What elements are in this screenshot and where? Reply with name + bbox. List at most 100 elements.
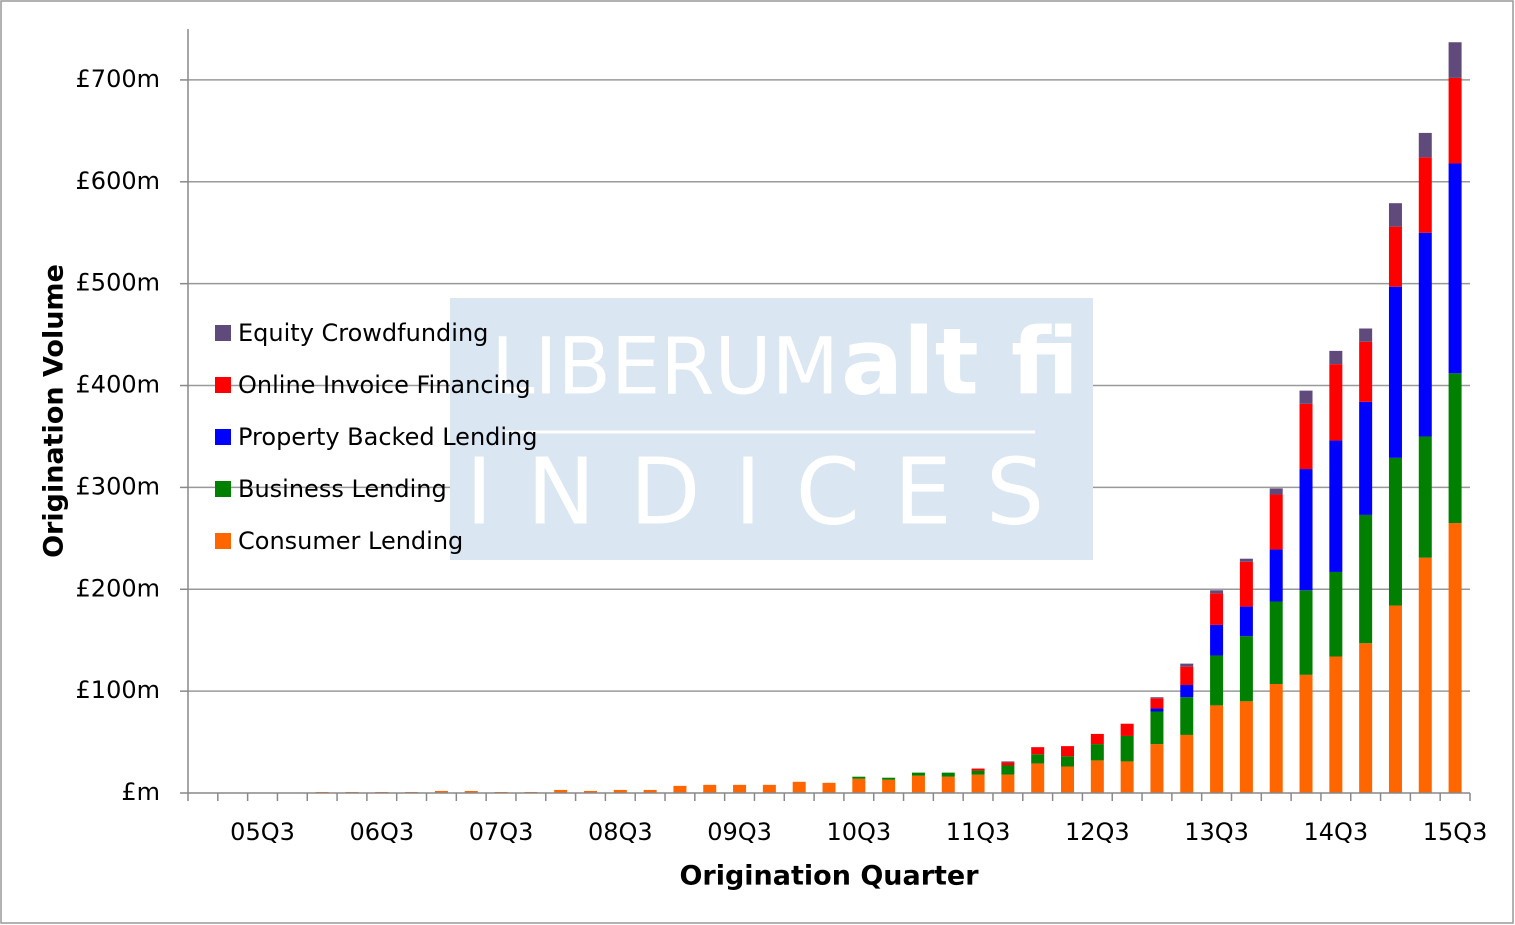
bar-segment [941,776,955,793]
bar-segment [1359,401,1373,515]
bar-segment [1299,390,1313,404]
bar-segment [1120,723,1134,736]
bar-segment [1359,341,1373,402]
bar-segment [852,776,866,779]
bar-segment [822,782,836,793]
bar-segment [852,778,866,793]
bar-segment [1418,132,1432,158]
legend-swatch [215,429,231,445]
bar-segment [971,768,985,771]
bar-segment [1210,593,1224,625]
bar-segment [1150,711,1164,745]
bar-segment [1031,763,1045,793]
x-tick-label: 07Q3 [469,818,534,846]
bar-segment [464,790,478,793]
legend-label: Equity Crowdfunding [238,319,488,347]
x-tick-label: 09Q3 [707,818,772,846]
legend-label: Consumer Lending [238,527,463,555]
bar-segment [941,772,955,777]
bar-segment [1031,747,1045,755]
bar-segment [1001,762,1015,766]
y-tick-label: £m [121,778,160,806]
watermark-logo: alt fi [841,308,1079,415]
legend-label: Business Lending [238,475,447,503]
bar-segment [1239,561,1253,607]
bar-segment [1150,697,1164,699]
bar-segment [643,789,657,793]
bar-segment [1299,674,1313,793]
y-tick-label: £500m [76,269,160,297]
bar-segment [1239,606,1253,637]
legend-swatch [215,481,231,497]
watermark: LIBERUM alt fi INDICES [450,298,1093,560]
bar-segment [1031,754,1045,764]
bar-segment [1239,701,1253,793]
bar-segment [1150,708,1164,712]
y-tick-label: £700m [76,65,160,93]
y-tick-label: £200m [76,574,160,602]
bar-segment [1418,436,1432,558]
bar-segment [1329,350,1343,365]
bar-segment [1061,756,1075,767]
bar-segment [554,789,568,793]
x-tick-label: 10Q3 [826,818,891,846]
x-tick-label: 14Q3 [1303,818,1368,846]
bar-segment [1180,697,1194,735]
y-tick-label: £100m [76,676,160,704]
bar-segment [1359,328,1373,342]
y-tick-label: £600m [76,167,160,195]
bar-segment [1329,656,1343,793]
bar-segment [1269,684,1283,793]
bar-segment [1388,457,1402,606]
bar-segment [971,774,985,793]
grid [188,79,1470,692]
bar-segment [882,779,896,793]
bar-segment [1448,42,1462,78]
x-tick-label: 05Q3 [230,818,295,846]
bar-segment [911,775,925,793]
bar-segment [1329,440,1343,572]
bar-segment [1180,685,1194,698]
bar-segment [1210,705,1224,793]
bar-segment [703,784,717,793]
bar-segment [1388,286,1402,458]
bar-segment [1180,663,1194,667]
legend-swatch [215,377,231,393]
bar-segment [1090,733,1104,745]
bar-segment [1388,226,1402,287]
bar-segment [673,785,687,793]
bar-segment [1061,766,1075,793]
bar-segment [1001,761,1015,763]
bar-segment [1329,571,1343,657]
y-axis-title: Origination Volume [39,264,70,558]
y-tick-label: £300m [76,472,160,500]
legend: Equity Crowdfunding Online Invoice Financ… [215,319,538,555]
bar-segment [1448,523,1462,793]
bar-segment [1329,364,1343,441]
bar-segment [1210,590,1224,594]
bar-segment [1448,163,1462,374]
bar-segment [1448,373,1462,524]
bar-segment [1299,590,1313,675]
bar-segment [1388,605,1402,793]
bar-segment [1448,77,1462,164]
bar-segment [1150,698,1164,709]
legend-swatch [215,533,231,549]
bar-segment [1150,744,1164,793]
legend-label: Property Backed Lending [238,423,538,451]
bar-segment [1418,157,1432,233]
bars [315,42,1462,793]
watermark-product: INDICES [466,438,1079,545]
bar-segment [1269,601,1283,685]
bar-segment [1359,514,1373,644]
x-axis-title: Origination Quarter [679,861,979,892]
bar-segment [1180,734,1194,793]
bar-segment [1299,469,1313,591]
watermark-brand: LIBERUM [491,322,839,412]
x-tick-label: 12Q3 [1065,818,1130,846]
bar-segment [1090,744,1104,761]
bar-segment [1269,494,1283,550]
x-tick-label: 08Q3 [588,818,653,846]
legend-swatch [215,325,231,341]
bar-segment [1120,761,1134,793]
